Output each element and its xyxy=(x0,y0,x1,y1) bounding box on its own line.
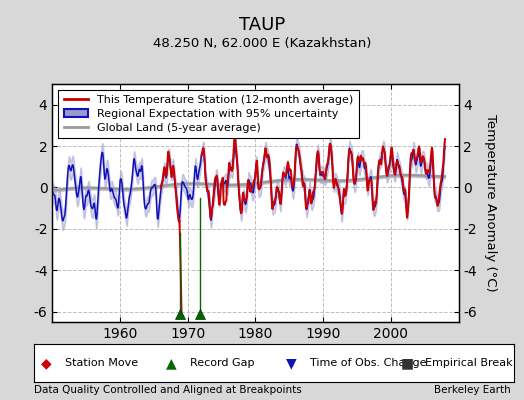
Y-axis label: Temperature Anomaly (°C): Temperature Anomaly (°C) xyxy=(484,114,497,292)
Text: Record Gap: Record Gap xyxy=(190,358,254,368)
Text: ◆: ◆ xyxy=(41,356,52,370)
Text: Empirical Break: Empirical Break xyxy=(425,358,512,368)
Text: TAUP: TAUP xyxy=(239,16,285,34)
Text: Data Quality Controlled and Aligned at Breakpoints: Data Quality Controlled and Aligned at B… xyxy=(34,385,302,395)
Text: ■: ■ xyxy=(401,356,414,370)
Text: 48.250 N, 62.000 E (Kazakhstan): 48.250 N, 62.000 E (Kazakhstan) xyxy=(153,37,371,50)
Text: Time of Obs. Change: Time of Obs. Change xyxy=(310,358,426,368)
Text: Berkeley Earth: Berkeley Earth xyxy=(434,385,511,395)
Text: ▲: ▲ xyxy=(166,356,177,370)
Legend: This Temperature Station (12-month average), Regional Expectation with 95% uncer: This Temperature Station (12-month avera… xyxy=(58,90,358,138)
Text: ▼: ▼ xyxy=(286,356,297,370)
Text: Station Move: Station Move xyxy=(65,358,138,368)
